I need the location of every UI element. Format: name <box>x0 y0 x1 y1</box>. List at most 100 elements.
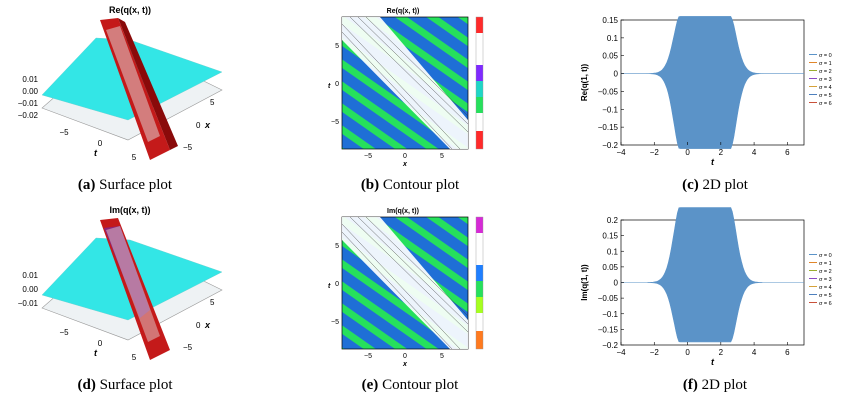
x-tick-label: 2 <box>719 348 724 357</box>
contour-lines <box>341 216 469 350</box>
caption-b: (b) Contour plot <box>330 177 490 194</box>
x-tick-label: −2 <box>650 148 660 157</box>
t-tick: 5 <box>335 243 339 250</box>
y-tick-label: −0.15 <box>598 123 619 132</box>
caption-text: Surface plot <box>99 177 173 193</box>
legend-label: σ = 4 <box>819 285 832 291</box>
surface-title: Re(q(x, t)) <box>109 5 151 15</box>
t-tick: 0 <box>98 339 103 348</box>
x-tick: 5 <box>440 153 444 160</box>
surface-plot-d-svg: Im(q(x, t)) 0.01 0.00 −0.01 −5 0 5 t 5 0… <box>18 205 223 362</box>
y-tick-label: 0.1 <box>607 34 619 43</box>
caption-e: (e) Contour plot <box>330 377 490 394</box>
y-tick-label: −0.1 <box>602 105 618 114</box>
caption-tag: (b) <box>360 177 380 193</box>
caption-text: 2D plot <box>702 177 748 193</box>
x-label: x <box>204 320 211 330</box>
y-axis-label: Re(q(1, t)) <box>580 64 589 102</box>
surface-plot-a-svg: Re(q(x, t)) 0.01 0.00 −0.01 −0.02 −5 0 5… <box>18 5 223 162</box>
caption-c: (c) 2D plot <box>640 177 790 194</box>
x-tick: 5 <box>210 298 215 307</box>
x-tick-label: −4 <box>616 148 626 157</box>
legend-label: σ = 3 <box>819 77 832 83</box>
x-label: x <box>402 161 408 168</box>
legend-label: σ = 5 <box>819 293 832 299</box>
x-label: x <box>204 120 211 130</box>
x-tick: −5 <box>364 353 372 360</box>
y-tick-label: −0.2 <box>602 341 618 350</box>
legend-label: σ = 1 <box>819 61 832 67</box>
y-tick-label: 0.1 <box>607 247 619 256</box>
y-tick-label: 0.15 <box>602 232 618 241</box>
surface-title: Im(q(x, t)) <box>110 205 151 215</box>
x-tick: 0 <box>403 353 407 360</box>
z-tick: −0.02 <box>18 111 39 120</box>
surface-plot-d: Im(q(x, t)) 0.01 0.00 −0.01 −5 0 5 t 5 0… <box>0 200 250 370</box>
z-tick: 0.00 <box>22 87 38 96</box>
t-label: t <box>328 283 331 290</box>
x-tick-label: −4 <box>616 348 626 357</box>
caption-text: Contour plot <box>382 377 459 393</box>
legend-label: σ = 6 <box>819 301 832 307</box>
t-tick: 5 <box>335 43 339 50</box>
y-tick-label: 0 <box>614 70 619 79</box>
x-label: x <box>402 361 408 368</box>
t-tick: −5 <box>331 319 339 326</box>
caption-text: 2D plot <box>701 377 748 393</box>
contour-plot-e-svg: Im(q(x, t)) 5 0 −5 t −5 0 5 x <box>328 208 484 368</box>
x-tick-label: 4 <box>752 348 757 357</box>
y-axis-label: Im(q(1, t)) <box>580 264 589 301</box>
y-tick-label: −0.05 <box>598 294 619 303</box>
caption-f: (f) 2D plot <box>640 377 790 394</box>
t-tick: −5 <box>331 119 339 126</box>
x-tick-label: 0 <box>685 148 690 157</box>
contour-lines <box>341 16 469 150</box>
x-tick: 0 <box>196 321 201 330</box>
y-tick-label: −0.2 <box>602 141 618 150</box>
caption-a: (a) Surface plot <box>50 177 200 194</box>
legend-label: σ = 0 <box>819 253 832 259</box>
y-tick-label: 0.2 <box>607 216 619 225</box>
caption-text: Contour plot <box>382 177 460 193</box>
t-tick: 0 <box>98 139 103 148</box>
contour-plot-e: Im(q(x, t)) 5 0 −5 t −5 0 5 x <box>320 200 500 370</box>
t-tick: −5 <box>59 328 69 337</box>
y-tick-label: 0.15 <box>602 16 618 25</box>
line-plot-c-svg: −4 −2 0 2 4 6 −0.2 −0.15 −0.1 −0.05 0 0.05 0.1 0.15 t R… <box>580 16 832 167</box>
x-tick: 5 <box>210 98 215 107</box>
x-tick: 5 <box>440 353 444 360</box>
legend-label: σ = 5 <box>819 93 832 99</box>
t-label: t <box>94 148 98 158</box>
z-tick: 0.00 <box>22 285 38 294</box>
line-plot-f: −4 −2 0 2 4 6 −0.2 −0.15 −0.1 −0.05 0 0.05 0.1 0.15 0.… <box>575 200 845 375</box>
t-tick: −5 <box>59 128 69 137</box>
contour-plot-b-svg: Re(q(x, t)) 5 0 −5 t −5 0 5 x <box>328 8 484 168</box>
z-tick: −0.01 <box>18 299 39 308</box>
colorbar <box>475 16 484 150</box>
legend-label: σ = 4 <box>819 85 832 91</box>
legend-label: σ = 2 <box>819 269 832 275</box>
colorbar <box>475 216 484 350</box>
caption-text: Surface plot <box>99 377 173 393</box>
x-axis-label: t <box>711 157 715 167</box>
x-tick: 0 <box>196 121 201 130</box>
x-axis-label: t <box>711 357 715 367</box>
surface-plot-a: Re(q(x, t)) 0.01 0.00 −0.01 −0.02 −5 0 5… <box>0 0 250 170</box>
series-envelope <box>621 207 804 343</box>
t-tick: 5 <box>132 153 137 162</box>
y-tick-label: −0.1 <box>602 310 618 319</box>
y-tick-label: 0 <box>614 279 619 288</box>
t-tick: 0 <box>335 281 339 288</box>
caption-d: (d) Surface plot <box>50 377 200 394</box>
contour-soliton <box>342 217 468 349</box>
t-tick: 0 <box>335 81 339 88</box>
t-tick: 5 <box>132 353 137 362</box>
x-tick: −5 <box>183 343 193 352</box>
x-tick-label: 2 <box>719 148 724 157</box>
y-tick-label: 0.05 <box>602 52 618 61</box>
contour-plot-b: Re(q(x, t)) 5 0 −5 t −5 0 5 x <box>320 0 500 170</box>
caption-tag: (a) <box>77 177 96 193</box>
x-tick-label: −2 <box>650 348 660 357</box>
contour-soliton <box>342 17 468 149</box>
y-tick-label: −0.15 <box>598 325 619 334</box>
